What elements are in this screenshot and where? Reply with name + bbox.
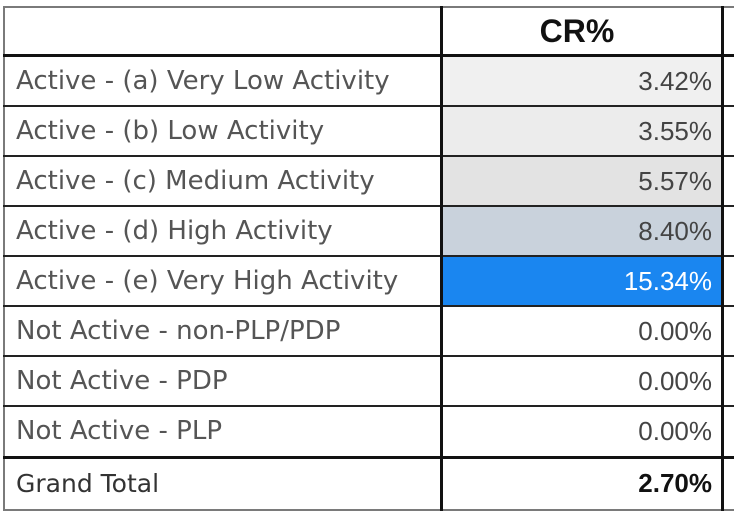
table-right-border — [721, 6, 724, 511]
row-label: Active - (b) Low Activity — [16, 116, 325, 146]
row-divider — [3, 255, 734, 257]
row-label: Active - (a) Very Low Activity — [16, 66, 390, 96]
grand-total-label: Grand Total — [16, 468, 160, 498]
row-label: Active - (d) High Activity — [16, 216, 333, 246]
row-value-cell[interactable]: 0.00% — [443, 307, 721, 355]
row-divider — [3, 355, 734, 357]
row-divider — [3, 205, 734, 207]
row-divider — [3, 155, 734, 157]
row-label: Not Active - PDP — [16, 366, 228, 396]
row-value-cell[interactable]: 5.57% — [443, 157, 721, 205]
row-label: Active - (c) Medium Activity — [16, 166, 375, 196]
row-value-cell[interactable]: 3.42% — [443, 57, 721, 105]
grand-total-divider — [3, 456, 734, 459]
table-top-border — [3, 6, 734, 8]
table-bottom-border — [3, 509, 734, 511]
row-value-cell[interactable]: 3.55% — [443, 107, 721, 155]
row-divider — [3, 105, 734, 107]
column-divider — [440, 6, 443, 511]
row-label: Not Active - non-PLP/PDP — [16, 316, 341, 346]
header-divider — [3, 54, 734, 57]
row-divider — [3, 305, 734, 307]
table-left-border — [3, 6, 5, 511]
column-header-cr: CR% — [531, 11, 623, 51]
row-label: Active - (e) Very High Activity — [16, 266, 399, 296]
row-value-cell[interactable]: 15.34% — [443, 257, 721, 305]
row-value-cell[interactable]: 8.40% — [443, 207, 721, 255]
column-header-cell[interactable]: CR% — [443, 8, 721, 54]
grand-total-value[interactable]: 2.70% — [638, 467, 712, 498]
row-divider — [3, 405, 734, 407]
row-label: Not Active - PLP — [16, 416, 222, 446]
row-value-cell[interactable]: 0.00% — [443, 357, 721, 405]
row-value-cell[interactable]: 0.00% — [443, 407, 721, 455]
